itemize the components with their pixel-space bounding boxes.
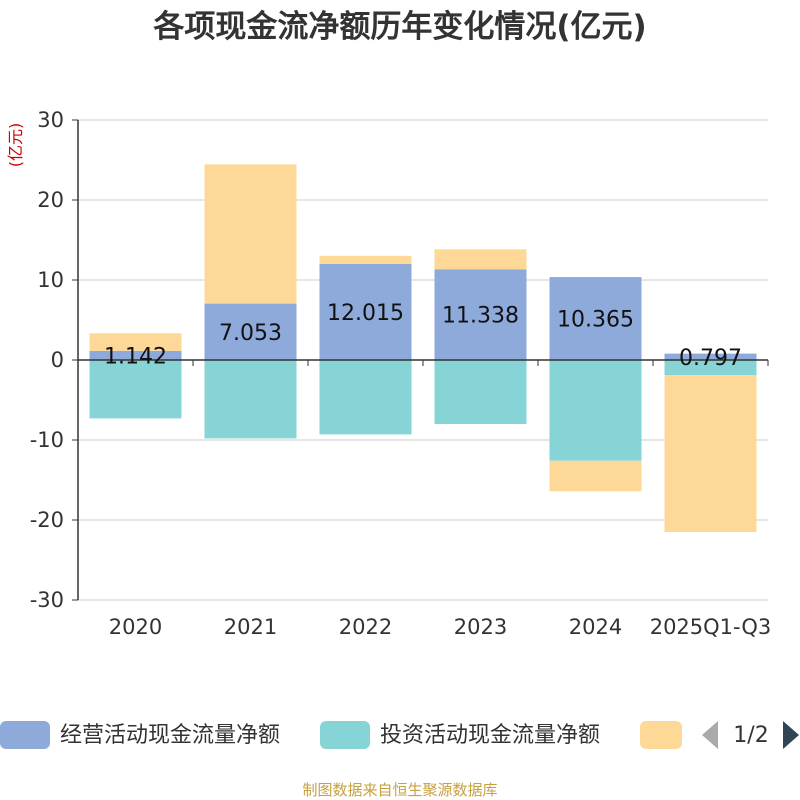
y-tick-label: 10	[37, 268, 64, 292]
x-tick-label: 2024	[569, 615, 622, 639]
bar-segment[interactable]	[434, 360, 527, 424]
bars	[89, 164, 757, 532]
x-tick-label: 2022	[339, 615, 392, 639]
x-tick-label: 2021	[224, 615, 277, 639]
x-tick-label: 2023	[454, 615, 507, 639]
y-tick-label: -20	[30, 508, 64, 532]
x-tick-label: 2020	[109, 615, 162, 639]
legend-page-indicator: 1/2	[733, 723, 768, 748]
grid	[78, 119, 768, 601]
bar-segment[interactable]	[434, 269, 527, 360]
bar-segment[interactable]	[664, 375, 757, 532]
bar-segment[interactable]	[319, 255, 412, 264]
data-labels: 1.142 7.053 12.015 11.338 10.365 0.797	[104, 301, 742, 371]
bar-segment[interactable]	[664, 360, 757, 376]
bar-segment[interactable]	[549, 277, 642, 360]
y-axis-unit: (亿元)	[6, 123, 25, 168]
legend-label-operating[interactable]: 经营活动现金流量净额	[60, 723, 280, 748]
data-label: 7.053	[219, 321, 282, 346]
data-label: 12.015	[327, 301, 404, 326]
y-tick-label: -30	[30, 588, 64, 612]
bar-segment[interactable]	[89, 350, 182, 360]
bar-segment[interactable]	[204, 303, 297, 360]
bar-segment[interactable]	[204, 360, 297, 439]
data-label: 1.142	[104, 344, 167, 369]
legend-swatch-operating[interactable]	[0, 721, 50, 749]
bar-segment[interactable]	[434, 249, 527, 270]
bar-segment[interactable]	[549, 460, 642, 492]
legend-next-page-icon[interactable]	[783, 721, 799, 749]
axes: 30 20 10 0 -10 -20 -30 2020 2021 2022 2023 2024 2025…	[30, 108, 772, 639]
legend-prev-page-icon[interactable]	[702, 721, 718, 749]
y-tick-label: 20	[37, 188, 64, 212]
legend-swatch-financing[interactable]	[640, 721, 682, 749]
legend-swatch-investing[interactable]	[320, 721, 370, 749]
y-tick-label: 0	[51, 348, 64, 372]
chart-title: 各项现金流净额历年变化情况(亿元)	[152, 9, 646, 45]
y-tick-label: -10	[30, 428, 64, 452]
data-label: 10.365	[557, 308, 634, 333]
data-label: 0.797	[679, 346, 742, 371]
bar-segment[interactable]	[319, 263, 412, 360]
bar-segment[interactable]	[89, 360, 182, 419]
data-label: 11.338	[442, 304, 519, 329]
legend-label-investing[interactable]: 投资活动现金流量净额	[380, 723, 600, 748]
bar-segment[interactable]	[89, 333, 182, 351]
legend: 经营活动现金流量净额 投资活动现金流量净额 1/2	[0, 721, 799, 749]
bar-segment[interactable]	[204, 164, 297, 304]
bar-segment[interactable]	[319, 360, 412, 435]
bar-segment[interactable]	[664, 353, 757, 360]
source-note: 制图数据来自恒生聚源数据库	[302, 781, 497, 799]
bar-segment[interactable]	[549, 360, 642, 461]
x-tick-label: 2025Q1-Q3	[650, 615, 772, 639]
y-tick-label: 30	[37, 108, 64, 132]
